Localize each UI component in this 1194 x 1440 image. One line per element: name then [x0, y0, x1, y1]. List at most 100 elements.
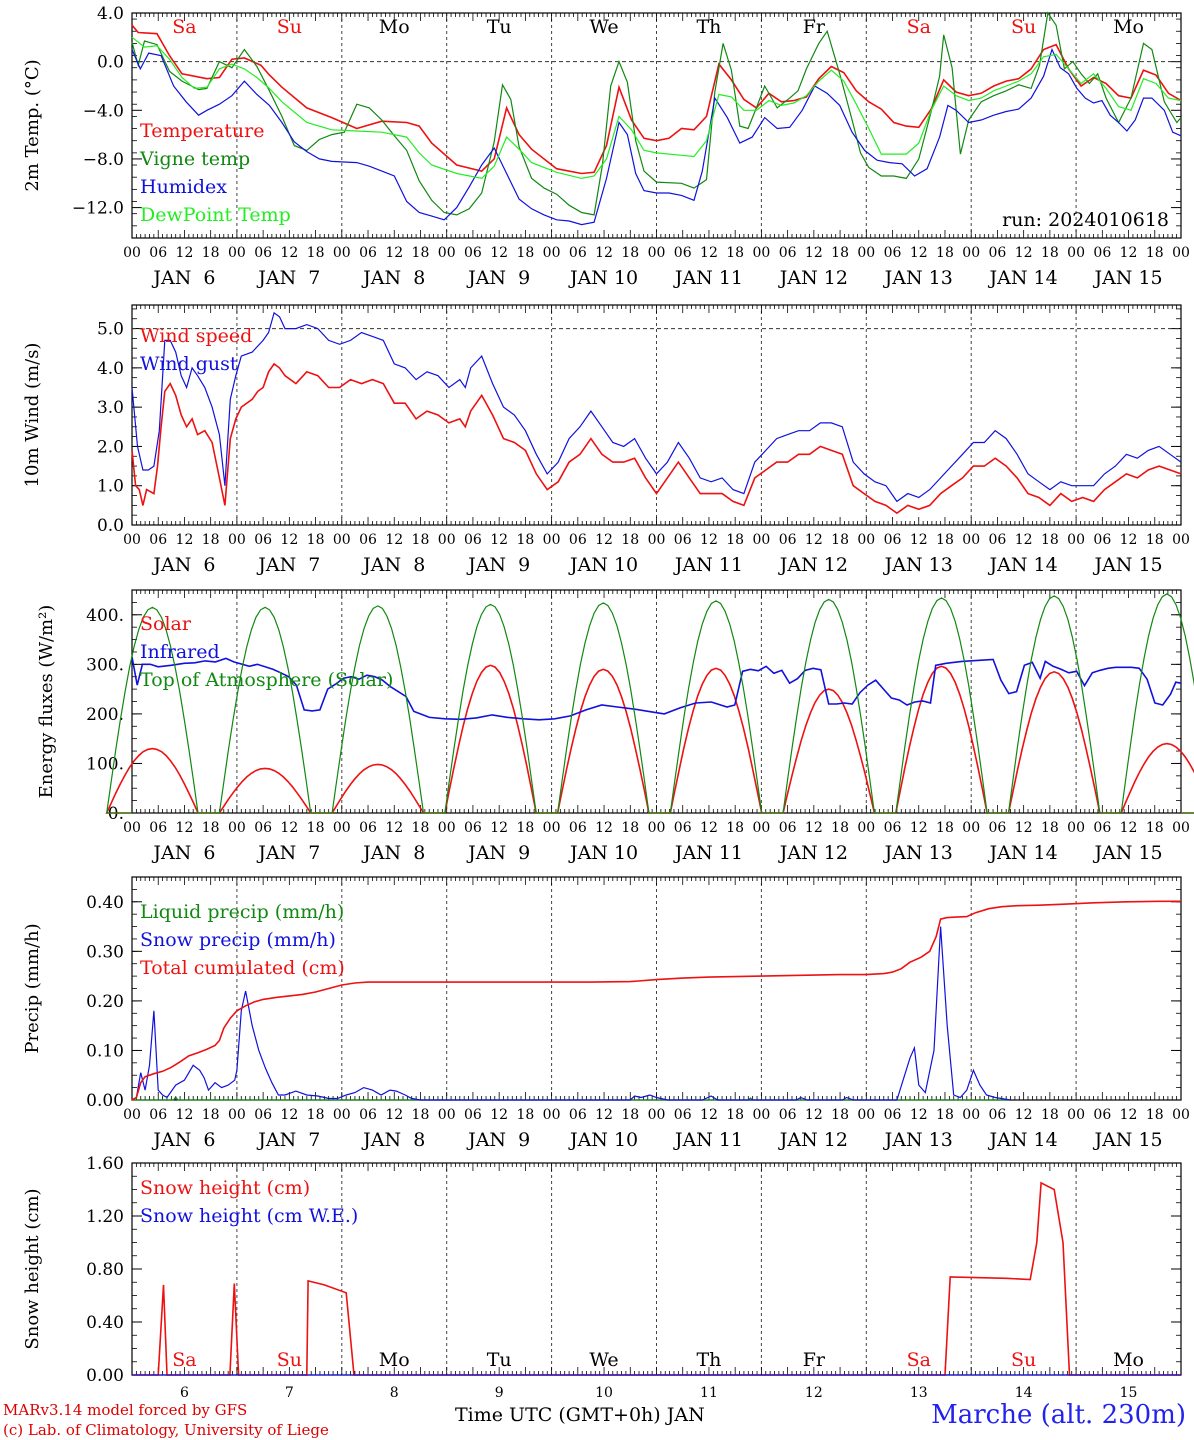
weekday-label: Sa	[172, 1349, 196, 1371]
station-name: Marche (alt. 230m)	[931, 1400, 1186, 1430]
hour-tick-label: 12	[595, 1107, 613, 1123]
date-label: JAN 12	[778, 554, 848, 576]
legend-vigne-temp: Vigne temp	[139, 148, 250, 170]
hour-tick-label: 12	[385, 820, 403, 836]
hour-tick-label: 18	[516, 532, 534, 548]
hour-tick-label: 00	[752, 532, 770, 548]
hour-tick-label: 18	[621, 245, 639, 261]
weekday-label: Mo	[1113, 16, 1144, 38]
day-number-label: 9	[495, 1385, 504, 1401]
hour-tick-label: 12	[1015, 1107, 1033, 1123]
hour-tick-label: 18	[936, 820, 954, 836]
hour-tick-label: 06	[1093, 1107, 1111, 1123]
hour-tick-label: 06	[674, 1107, 692, 1123]
series-infrared	[131, 656, 1182, 721]
panel-5: 0.00 0.40 0.80 1.20 1.60 Snow height (cm) Snow…	[22, 1154, 1182, 1401]
y-tick-label: 0.30	[86, 942, 124, 962]
y-tick-label: 5.0	[97, 320, 124, 340]
day-number-label: 15	[1120, 1385, 1138, 1401]
hour-tick-label: 12	[700, 532, 718, 548]
hour-tick-label: 06	[359, 1107, 377, 1123]
date-label: JAN 8	[361, 1129, 425, 1151]
day-number-label: 6	[180, 1385, 189, 1401]
series-temperature	[131, 24, 1182, 175]
hour-tick-label: 18	[831, 532, 849, 548]
hour-tick-label: 18	[307, 820, 325, 836]
series-vigne-temp	[131, 11, 1182, 216]
y-tick-label: 0.00	[86, 1366, 124, 1386]
y-axis-label: 2m Temp. (°C)	[22, 59, 43, 191]
hour-tick-label: 00	[648, 532, 666, 548]
hour-tick-label: 00	[228, 1107, 246, 1123]
hour-tick-label: 06	[149, 820, 167, 836]
hour-tick-label: 12	[490, 1107, 508, 1123]
date-label: JAN 9	[466, 267, 530, 289]
hour-tick-label: 18	[307, 1107, 325, 1123]
hour-tick-label: 18	[412, 1107, 430, 1123]
hour-tick-label: 00	[123, 820, 141, 836]
series-total-cumulated-cm	[131, 900, 1181, 1101]
date-label: JAN 12	[778, 267, 848, 289]
hour-tick-label: 06	[884, 1107, 902, 1123]
legend-snow-height-cm: Snow height (cm)	[140, 1177, 310, 1199]
date-label: JAN 12	[778, 842, 848, 864]
hour-tick-label: 06	[884, 245, 902, 261]
hour-tick-label: 00	[1067, 1107, 1085, 1123]
y-tick-label: −8.0	[83, 150, 124, 170]
hour-tick-label: 06	[989, 820, 1007, 836]
date-label: JAN 7	[256, 554, 320, 576]
hour-tick-label: 00	[962, 245, 980, 261]
legend-wind-gust: Wind gust	[140, 353, 238, 375]
hour-tick-label: 06	[254, 820, 272, 836]
hour-tick-label: 12	[490, 532, 508, 548]
hour-tick-label: 00	[648, 1107, 666, 1123]
hour-tick-label: 18	[516, 245, 534, 261]
hour-tick-label: 12	[176, 532, 194, 548]
hour-tick-label: 00	[857, 1107, 875, 1123]
y-tick-label: 3.0	[97, 398, 124, 418]
hour-tick-label: 00	[123, 1107, 141, 1123]
date-label: JAN 15	[1092, 842, 1162, 864]
y-tick-label: 1.20	[86, 1207, 124, 1227]
series-humidex	[131, 47, 1182, 226]
y-tick-label: 100.	[86, 754, 124, 774]
series-snow-precip-mm-h	[131, 926, 1011, 1101]
y-tick-label: 2.0	[97, 437, 124, 457]
hour-tick-label: 00	[438, 245, 456, 261]
hour-tick-label: 06	[149, 245, 167, 261]
hour-tick-label: 12	[280, 820, 298, 836]
hour-tick-label: 18	[202, 1107, 220, 1123]
date-label: JAN 8	[361, 842, 425, 864]
hour-tick-label: 18	[412, 532, 430, 548]
weekday-label: Su	[1011, 16, 1036, 38]
date-label: JAN 10	[568, 267, 638, 289]
weekday-label: Su	[1011, 1349, 1036, 1371]
weekday-label: Mo	[379, 16, 410, 38]
day-number-label: 8	[390, 1385, 399, 1401]
day-number-label: 13	[910, 1385, 928, 1401]
hour-tick-label: 12	[595, 245, 613, 261]
series-wind-gust	[131, 311, 1182, 503]
date-label: JAN 14	[988, 842, 1058, 864]
y-tick-label: 400.	[86, 606, 124, 626]
legend-snow-height-cm-w-e: Snow height (cm W.E.)	[140, 1205, 358, 1227]
hour-tick-label: 00	[228, 820, 246, 836]
hour-tick-label: 12	[280, 245, 298, 261]
legend-liquid-precip-mm-h: Liquid precip (mm/h)	[140, 901, 344, 923]
y-tick-label: 300.	[86, 655, 124, 675]
hour-tick-label: 06	[779, 820, 797, 836]
hour-tick-label: 12	[1120, 820, 1138, 836]
date-label: JAN 11	[673, 554, 743, 576]
hour-tick-label: 00	[648, 820, 666, 836]
legend-temperature: Temperature	[140, 120, 264, 142]
hour-tick-label: 06	[569, 820, 587, 836]
hour-tick-label: 00	[543, 532, 561, 548]
legend-infrared: Infrared	[140, 641, 220, 663]
hour-tick-label: 18	[202, 820, 220, 836]
hour-tick-label: 00	[543, 820, 561, 836]
hour-tick-label: 12	[910, 245, 928, 261]
y-tick-label: 0.0	[97, 516, 124, 536]
hour-tick-label: 18	[621, 532, 639, 548]
hour-tick-label: 18	[726, 820, 744, 836]
hour-tick-label: 00	[962, 820, 980, 836]
